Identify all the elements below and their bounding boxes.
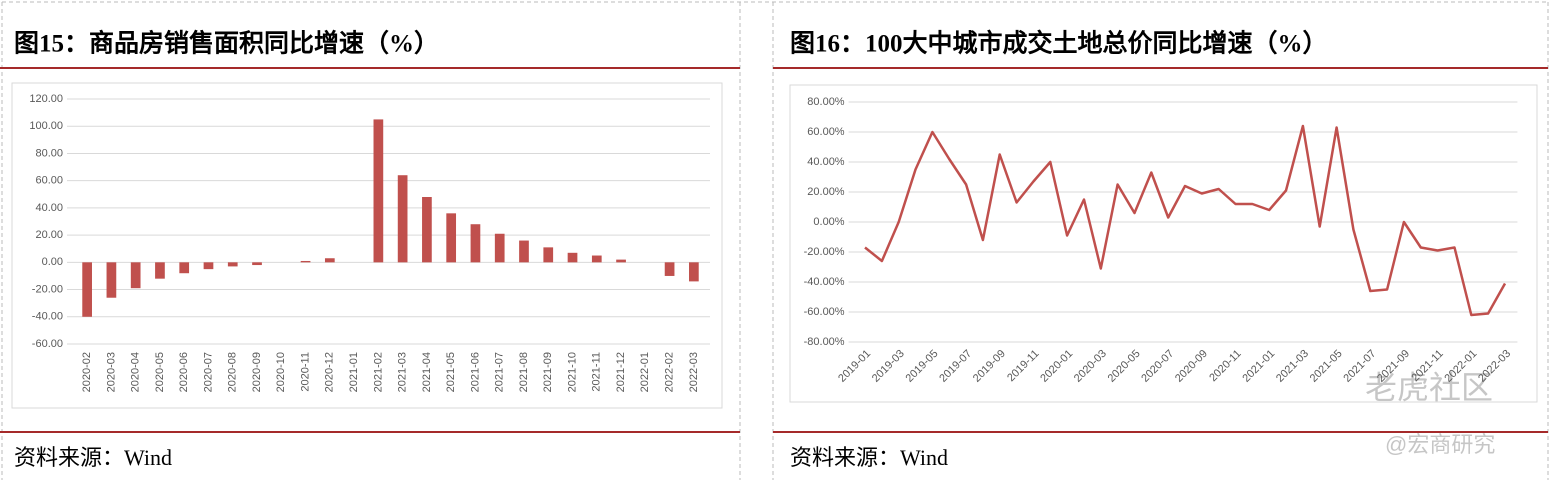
x-tick-label: 2020-09	[251, 352, 263, 392]
x-tick-label: 2021-09	[542, 352, 554, 392]
y-tick-label: 120.00	[29, 93, 63, 105]
x-tick-label: 2021-01	[348, 352, 360, 392]
x-tick-label: 2021-03	[397, 352, 409, 392]
x-tick-label: 2019-03	[870, 348, 907, 385]
y-tick-label: 80.00	[35, 147, 63, 159]
x-tick-label: 2019-09	[971, 348, 1008, 385]
chart-title: 图16：100大中城市成交土地总价同比增速（%）	[790, 29, 1328, 58]
y-tick-label: -20.00%	[804, 246, 845, 258]
x-tick-label: 2022-01	[639, 352, 651, 392]
source: 资料来源：Wind	[14, 445, 172, 470]
line	[864, 124, 1507, 317]
x-tick-label: 2021-06	[469, 352, 481, 392]
x-tick-label: 2020-05	[1106, 348, 1143, 385]
y-tick-label: -40.00%	[804, 276, 845, 288]
x-tick-label: 2020-04	[130, 352, 142, 392]
chart-box	[789, 84, 1538, 403]
x-tick-label: 2021-03	[1274, 348, 1311, 385]
y-tick-label: -60.00	[32, 338, 63, 350]
y-tick-label: -20.00	[32, 283, 63, 295]
x-tick-label: 2022-03	[688, 352, 700, 392]
bar	[494, 233, 505, 263]
bar	[373, 119, 384, 263]
watermark: @宏商研究	[1385, 432, 1495, 457]
x-tick-label: 2021-01	[1240, 348, 1277, 385]
chart-box	[11, 82, 723, 409]
x-tick-label: 2020-02	[81, 352, 93, 392]
x-tick-label: 2020-06	[178, 352, 190, 392]
x-tick-label: 2020-01	[1038, 348, 1075, 385]
y-tick-label: 0.00%	[813, 216, 844, 228]
bar	[616, 259, 626, 263]
x-tick-label: 2019-05	[904, 348, 941, 385]
x-tick-label: 2020-07	[1139, 348, 1176, 385]
x-tick-label: 2020-11	[299, 352, 311, 392]
y-tick-label: 0.00	[42, 256, 63, 268]
x-tick-label: 2020-07	[202, 352, 214, 392]
x-tick-label: 2021-08	[518, 352, 530, 392]
y-tick-label: 40.00%	[807, 156, 845, 168]
x-tick-label: 2021-07	[494, 352, 506, 392]
x-tick-label: 2021-12	[615, 352, 627, 392]
bar	[664, 262, 675, 276]
x-tick-label: 2020-03	[105, 352, 117, 392]
bar	[130, 262, 141, 289]
x-tick-label: 2021-11	[591, 352, 603, 392]
bar	[422, 197, 432, 263]
x-tick-label: 2020-03	[1072, 348, 1109, 385]
y-tick-label: -60.00%	[804, 306, 845, 318]
bar	[106, 262, 117, 298]
x-tick-label: 2021-04	[421, 352, 433, 392]
bar	[446, 213, 457, 263]
bar	[82, 262, 92, 317]
x-tick-label: 2020-12	[324, 352, 336, 392]
bar	[591, 255, 602, 263]
bar	[227, 262, 238, 267]
bar	[567, 252, 578, 263]
x-tick-label: 2022-02	[664, 352, 676, 392]
rules	[0, 67, 1548, 433]
x-tick-label: 2021-10	[566, 352, 578, 392]
bar	[300, 260, 311, 263]
bar	[252, 262, 262, 266]
x-tick-label: 2021-02	[372, 352, 384, 392]
bar	[689, 262, 699, 282]
bar	[179, 262, 190, 274]
x-tick-label: 2021-05	[445, 352, 457, 392]
y-tick-label: 100.00	[29, 120, 63, 132]
bar	[470, 224, 481, 263]
chart-title: 图15：商品房销售面积同比增速（%）	[14, 29, 439, 58]
y-tick-label: 40.00	[35, 202, 63, 214]
bar	[397, 175, 408, 263]
x-tick-label: 2022-03	[1476, 348, 1513, 385]
x-tick-label: 2020-08	[227, 352, 239, 392]
y-tick-label: -80.00%	[804, 336, 845, 348]
x-tick-label: 2019-01	[836, 348, 873, 385]
x-tick-label: 2020-11	[1207, 348, 1243, 384]
bar	[324, 258, 335, 263]
bar	[155, 262, 165, 279]
x-tick-label: 2019-11	[1005, 348, 1041, 384]
x-tick-label: 2020-10	[275, 352, 287, 392]
y-tick-label: 20.00%	[807, 186, 845, 198]
watermark: 老虎社区	[1365, 369, 1493, 405]
y-tick-label: 80.00%	[807, 96, 845, 108]
bar	[543, 247, 554, 263]
source: 资料来源：Wind	[790, 445, 948, 470]
bar	[203, 262, 214, 270]
x-tick-label: 2021-05	[1308, 348, 1345, 385]
y-tick-label: 20.00	[35, 229, 63, 241]
x-tick-label: 2020-09	[1173, 348, 1210, 385]
y-tick-label: 60.00%	[807, 126, 845, 138]
y-tick-label: 60.00	[35, 175, 63, 187]
x-tick-label: 2019-07	[937, 348, 974, 385]
bar	[519, 240, 529, 263]
y-tick-label: -40.00	[32, 311, 63, 323]
x-tick-label: 2020-05	[154, 352, 166, 392]
